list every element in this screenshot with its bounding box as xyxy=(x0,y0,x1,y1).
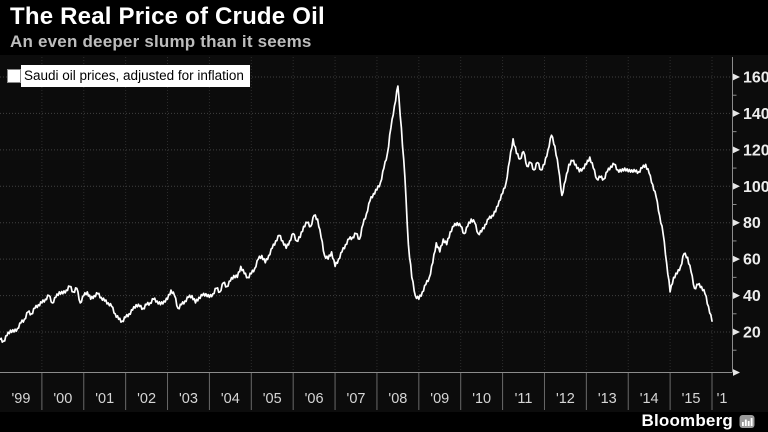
chart-title: The Real Price of Crude Oil xyxy=(10,3,325,30)
y-tick-arrow-icon xyxy=(733,73,740,81)
axis-corner-arrow-icon xyxy=(733,369,740,376)
chart-header: The Real Price of Crude Oil An even deep… xyxy=(10,2,325,52)
legend-swatch-icon xyxy=(7,68,21,83)
chart-subtitle: An even deeper slump than it seems xyxy=(10,32,312,51)
y-axis-tick-label: 140 xyxy=(743,106,768,123)
x-axis-year-label: '03 xyxy=(179,391,198,407)
price-line xyxy=(0,85,713,343)
x-axis-year-label: '01 xyxy=(95,391,114,407)
y-axis-tick-label: 100 xyxy=(743,179,768,196)
x-axis-year-label: '05 xyxy=(263,391,282,407)
x-axis-year-label: '06 xyxy=(305,391,324,407)
x-axis-year-label: '10 xyxy=(472,391,491,407)
x-axis-year-label: '12 xyxy=(556,391,575,407)
x-axis-year-label: '08 xyxy=(388,391,407,407)
y-tick-arrow-icon xyxy=(733,255,740,263)
x-axis-year-label: '1 xyxy=(717,391,728,407)
y-axis-tick-label: 80 xyxy=(743,215,761,232)
x-axis-year-label: '00 xyxy=(53,391,72,407)
y-axis-tick-label: 160 xyxy=(743,70,768,87)
bar-chart-icon xyxy=(739,414,755,428)
y-axis-tick-label: 20 xyxy=(743,325,761,342)
y-axis-tick-label: 40 xyxy=(743,288,761,305)
y-tick-arrow-icon xyxy=(733,328,740,336)
y-tick-arrow-icon xyxy=(733,292,740,299)
x-axis-year-label: '15 xyxy=(682,391,701,407)
x-axis-year-label: '02 xyxy=(137,391,156,407)
y-tick-arrow-icon xyxy=(733,146,740,154)
x-axis-year-label: '11 xyxy=(515,391,533,407)
bloomberg-logo: Bloomberg xyxy=(641,411,733,430)
plot-background xyxy=(0,55,768,412)
x-axis-year-label: '99 xyxy=(11,391,30,407)
y-tick-arrow-icon xyxy=(733,110,740,117)
x-axis-year-label: '07 xyxy=(347,391,366,407)
x-axis-year-label: '13 xyxy=(598,391,617,407)
y-tick-arrow-icon xyxy=(733,219,740,227)
x-axis-year-label: '09 xyxy=(430,391,449,407)
y-axis-tick-label: 60 xyxy=(743,252,761,269)
x-axis-year-label: '14 xyxy=(640,391,659,407)
y-tick-arrow-icon xyxy=(733,182,740,190)
x-axis-year-label: '04 xyxy=(221,391,240,407)
footer: Bloomberg xyxy=(641,411,755,431)
y-axis-tick-label: 120 xyxy=(743,142,768,159)
legend: Saudi oil prices, adjusted for inflation xyxy=(7,65,250,87)
legend-label: Saudi oil prices, adjusted for inflation xyxy=(21,65,250,87)
